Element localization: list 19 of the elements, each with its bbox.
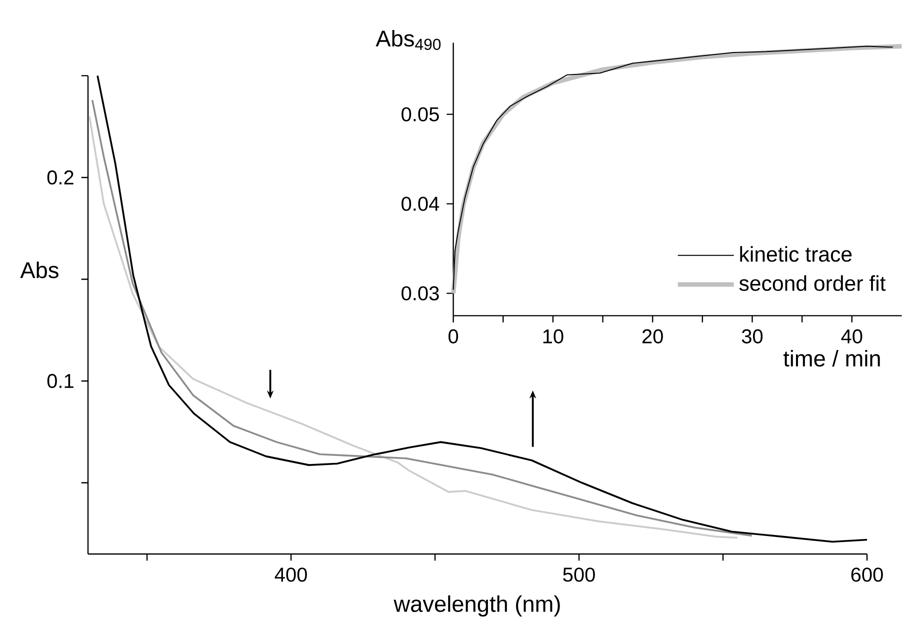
x-tick-label: 40 xyxy=(841,329,862,344)
y-tick-label: 0.1 xyxy=(47,374,74,388)
legend-label: second order fit xyxy=(739,275,886,291)
x-axis-title: time / min xyxy=(783,350,880,367)
y-axis-title: Abs xyxy=(20,262,58,278)
x-tick-label: 0 xyxy=(448,329,458,344)
x-axis-title: wavelength (nm) xyxy=(394,595,560,616)
y-tick-label: 0.03 xyxy=(402,286,439,300)
y-axis-title: Abs$_{490}$ xyxy=(376,30,441,50)
legend-label: kinetic trace xyxy=(740,246,852,262)
x-tick-label: 500 xyxy=(563,568,595,582)
x-tick-label: 400 xyxy=(274,568,307,582)
x-tick-label: 30 xyxy=(742,329,763,344)
y-tick-label: 0.05 xyxy=(402,107,439,122)
x-tick-label: 600 xyxy=(851,568,883,582)
y-tick-label: 0.04 xyxy=(402,196,440,211)
x-tick-label: 10 xyxy=(543,329,564,344)
y-tick-label: 0.2 xyxy=(47,170,74,185)
x-tick-label: 20 xyxy=(642,329,663,344)
